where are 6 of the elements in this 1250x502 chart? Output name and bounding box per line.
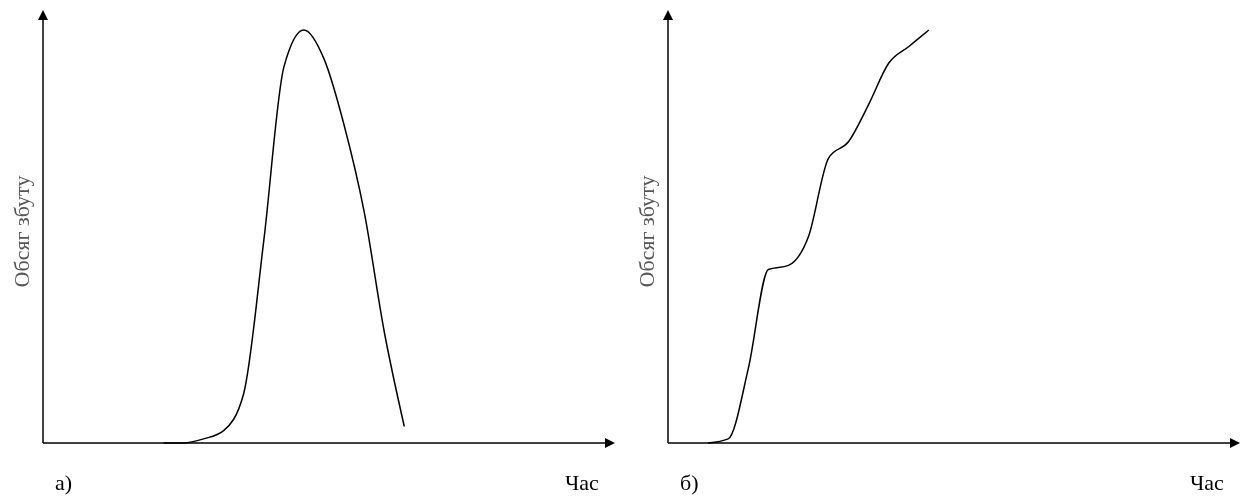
y-axis-title: Обсяг збуту: [9, 175, 34, 288]
x-axis-title: Час: [1190, 470, 1225, 495]
text: б): [680, 470, 699, 495]
x-axis-title: Час: [565, 470, 600, 495]
y-axis-title: Обсяг збуту: [634, 175, 659, 288]
text: а): [55, 470, 73, 495]
